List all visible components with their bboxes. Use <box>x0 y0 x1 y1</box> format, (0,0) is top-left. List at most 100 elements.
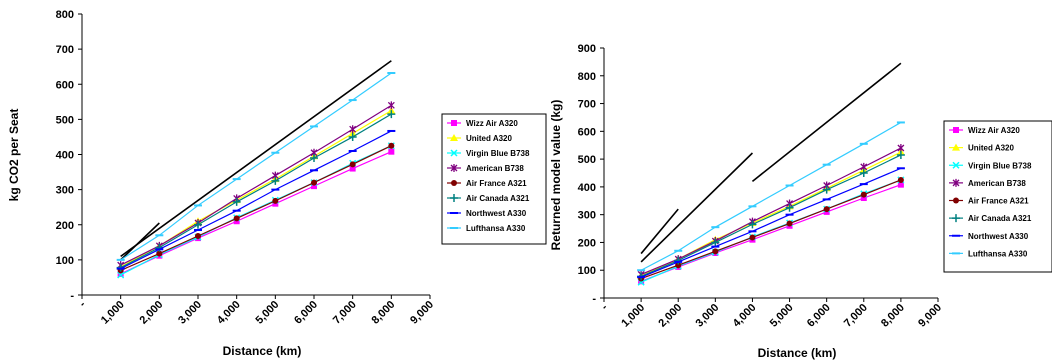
data-point <box>823 206 830 213</box>
series-line <box>120 72 392 261</box>
legend-item: American B738 <box>447 164 524 173</box>
data-point <box>896 150 905 159</box>
legend-swatch-marker <box>450 134 458 141</box>
data-point <box>749 234 756 241</box>
data-point <box>388 142 395 149</box>
data-point <box>311 179 317 186</box>
x-tick-label: 2,000 <box>138 299 166 327</box>
series-line <box>120 151 392 275</box>
series-line <box>640 184 902 282</box>
y-tick-label: 200 <box>578 237 596 249</box>
y-tick-label: 700 <box>578 99 596 111</box>
legend-label: Wizz Air A320 <box>968 126 1020 135</box>
legend-item: Virgin Blue B738 <box>447 149 530 158</box>
data-point <box>897 176 904 183</box>
legend-label: Virgin Blue B738 <box>968 161 1032 170</box>
y-tick-label: 600 <box>56 79 74 91</box>
data-point <box>860 191 867 198</box>
legend-label: Air France A321 <box>466 179 527 188</box>
legend-item: American B738 <box>949 178 1026 188</box>
data-point <box>233 215 240 222</box>
series-line <box>120 104 392 266</box>
x-tick-label: 6,000 <box>805 302 833 330</box>
y-tick-label: 300 <box>56 185 74 197</box>
legend-item: Northwest A330 <box>447 209 527 218</box>
legend: Wizz Air A320 United A320 Virgin Blue B738… <box>943 120 1052 273</box>
data-point <box>117 271 125 279</box>
data-point <box>349 125 357 134</box>
x-tick-label: 5,000 <box>254 299 282 327</box>
x-tick-label: 8,000 <box>879 302 907 330</box>
series-8 <box>637 121 905 272</box>
data-point <box>387 101 395 110</box>
legend-swatch-marker <box>953 127 959 133</box>
x-axis-title: Distance (km) <box>223 344 302 358</box>
legend-swatch-marker <box>451 120 457 126</box>
y-axis-title: kg CO2 per Seat <box>7 109 21 202</box>
x-tick-label: 7,000 <box>842 302 870 330</box>
series-7 <box>116 129 396 270</box>
series-7 <box>637 167 905 279</box>
series-5 <box>638 176 904 282</box>
legend-label: United A320 <box>968 144 1014 153</box>
legend-label: American B738 <box>466 164 524 173</box>
data-point <box>785 203 794 212</box>
x-tick-label: 4,000 <box>731 302 759 330</box>
y-tick-label: - <box>70 290 74 302</box>
reference-line <box>120 60 392 258</box>
reference-line <box>640 152 754 263</box>
y-tick-label: 200 <box>56 220 74 232</box>
legend-swatch-marker <box>450 194 458 202</box>
x-tick-label: 3,000 <box>176 299 204 327</box>
legend: Wizz Air A320 United A320 Virgin Blue B738… <box>441 113 547 245</box>
legend-label: United A320 <box>466 134 512 143</box>
reference-line <box>640 208 679 255</box>
legend-label: Air Canada A321 <box>968 214 1032 223</box>
data-point <box>232 197 241 206</box>
data-point <box>156 250 163 257</box>
legend-swatch-marker <box>450 164 458 172</box>
data-point <box>387 110 396 119</box>
legend-label: Air Canada A321 <box>466 194 530 203</box>
legend-swatch-marker <box>952 143 960 151</box>
legend-item: United A320 <box>447 134 512 143</box>
series-line <box>640 121 902 271</box>
data-point <box>271 176 280 185</box>
legend-box <box>943 120 1052 273</box>
x-axis-title: Distance (km) <box>758 346 837 360</box>
legend-label: Lufthansa A330 <box>968 249 1028 258</box>
legend-item: Air Canada A321 <box>949 214 1032 223</box>
y-axis-title: Returned model value (kg) <box>549 100 563 251</box>
legend-label: Air France A321 <box>968 197 1029 206</box>
y-tick-label: 900 <box>578 43 596 55</box>
legend-swatch-marker <box>953 197 959 204</box>
x-tick-label: 4,000 <box>215 299 243 327</box>
series-line <box>640 154 902 277</box>
legend-item: Air Canada A321 <box>447 194 530 203</box>
legend-label: Northwest A330 <box>466 209 527 218</box>
legend-item: Air France A321 <box>447 179 527 188</box>
series-1 <box>117 148 395 277</box>
data-point <box>194 220 202 229</box>
legend-label: Virgin Blue B738 <box>466 149 530 158</box>
x-tick-label: 3,000 <box>694 302 722 330</box>
legend-label: Northwest A330 <box>968 232 1029 241</box>
legend-swatch-marker <box>952 161 960 169</box>
y-tick-label: 800 <box>56 9 74 21</box>
x-tick-label: 9,000 <box>408 299 436 327</box>
legend-swatch-marker <box>451 180 457 186</box>
legend-label: Wizz Air A320 <box>466 119 518 128</box>
series-line <box>640 147 902 275</box>
legend-item: Lufthansa A330 <box>447 224 526 233</box>
data-point <box>748 220 757 229</box>
legend-item: Virgin Blue B738 <box>949 161 1032 170</box>
series-5 <box>117 142 395 274</box>
legend-label: Lufthansa A330 <box>466 224 526 233</box>
data-point <box>388 148 395 155</box>
series-6 <box>116 110 396 272</box>
data-point <box>786 220 793 227</box>
legend-label: American B738 <box>968 179 1026 188</box>
data-point <box>348 132 357 141</box>
data-point <box>859 169 868 177</box>
